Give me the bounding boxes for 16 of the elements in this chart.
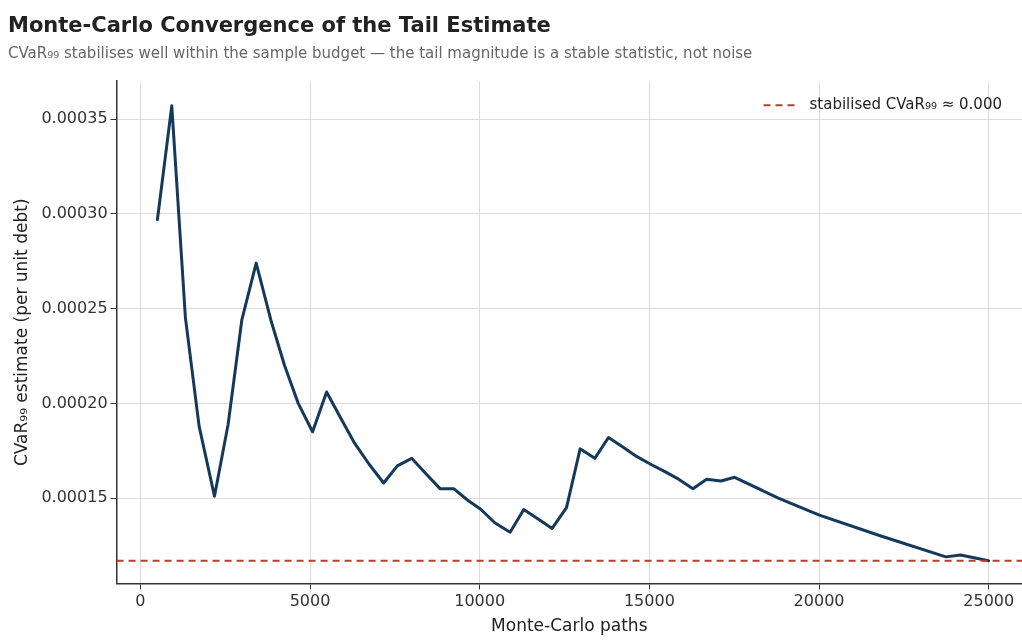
chart-title: Monte-Carlo Convergence of the Tail Estimate bbox=[8, 13, 551, 38]
chart-subtitle: CVaR₉₉ stabilises well within the sample budget — the tail magnitude is a stable statistic, not noise bbox=[8, 44, 753, 63]
x-tick-label: 20000 bbox=[793, 591, 845, 611]
y-tick-label: 0.00035 bbox=[41, 108, 108, 128]
x-tick-label: 15000 bbox=[623, 591, 675, 611]
y-axis-title: CVaR₉₉ estimate (per unit debt) bbox=[10, 198, 31, 467]
x-tick-label: 0 bbox=[135, 591, 146, 611]
y-tick-label: 0.00030 bbox=[41, 203, 108, 223]
x-axis-title: Monte-Carlo paths bbox=[491, 615, 648, 636]
x-tick-label: 5000 bbox=[289, 591, 331, 611]
x-tick-label: 10000 bbox=[454, 591, 506, 611]
y-tick-label: 0.00020 bbox=[41, 392, 108, 412]
y-tick-label: 0.00025 bbox=[41, 297, 108, 317]
y-tick-label: 0.00015 bbox=[41, 487, 108, 507]
legend-label: stabilised CVaR₉₉ ≈ 0.000 bbox=[809, 95, 1003, 114]
x-tick-label: 25000 bbox=[963, 591, 1015, 611]
